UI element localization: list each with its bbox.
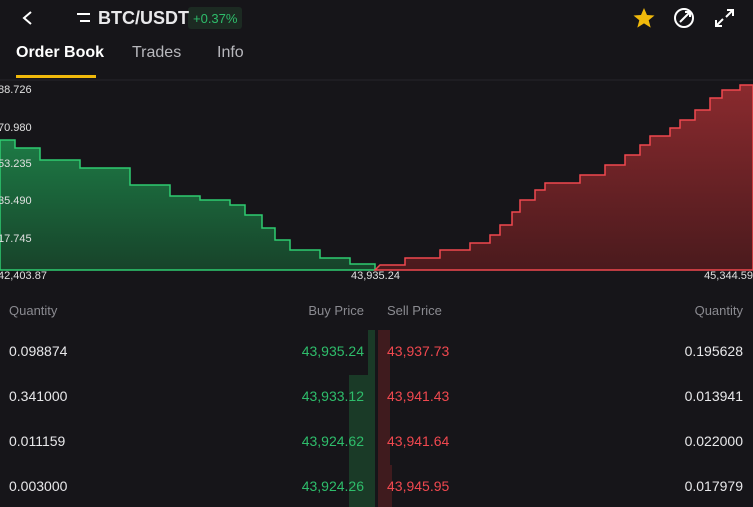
column-header: Quantity	[9, 303, 58, 318]
ask-depth-area	[373, 84, 753, 271]
order-cell: 43,941.64	[387, 433, 450, 449]
change-badge	[188, 7, 242, 29]
share-arrow	[679, 11, 691, 23]
tab[interactable]: Order Book	[16, 44, 105, 61]
column-header: Sell Price	[387, 303, 442, 318]
x-axis-label: 45,344.59	[704, 270, 753, 282]
y-axis-label: 88.726	[0, 84, 32, 96]
order-cell: 0.017979	[684, 478, 743, 494]
order-cell: 43,935.24	[301, 343, 364, 359]
bid-depth-area	[0, 139, 376, 271]
column-header: Buy Price	[308, 303, 364, 318]
order-cell: 0.013941	[684, 388, 743, 404]
order-cell: 0.011159	[9, 433, 66, 449]
bid-volume-bar	[349, 375, 375, 507]
menu-icon[interactable]	[77, 13, 90, 22]
x-axis-label: 43,935.24	[351, 270, 400, 282]
price-change: +0.37%	[193, 11, 238, 26]
y-axis-label: 70.980	[0, 122, 32, 134]
tab[interactable]: Info	[217, 44, 244, 61]
order-cell: 43,945.95	[387, 478, 450, 494]
y-axis-label: 53.235	[0, 158, 32, 170]
share-icon[interactable]	[674, 8, 694, 28]
active-tab-underline	[16, 75, 96, 78]
order-cell: 0.022000	[684, 433, 743, 449]
ask-volume-bar	[390, 465, 392, 507]
order-cell: 43,924.62	[301, 433, 364, 449]
order-cell: 0.098874	[9, 343, 68, 359]
order-cell: 0.341000	[9, 388, 68, 404]
order-cell: 43,941.43	[387, 388, 450, 404]
ask-volume-bar	[378, 330, 390, 507]
y-axis-label: 17.745	[0, 233, 32, 245]
order-cell: 43,937.73	[387, 343, 450, 359]
order-cell: 43,933.12	[301, 388, 364, 404]
order-cell: 0.003000	[9, 478, 68, 494]
tab[interactable]: Trades	[132, 44, 182, 61]
pair-name: BTC/USDT	[98, 8, 189, 28]
order-cell: 43,924.26	[301, 478, 364, 494]
column-header: Quantity	[694, 303, 743, 318]
fullscreen-icon[interactable]	[715, 9, 734, 27]
favorite-icon[interactable]	[633, 8, 655, 28]
x-axis-label: 42,403.87	[0, 270, 47, 282]
y-axis-label: 35.490	[0, 195, 32, 207]
back-icon[interactable]	[22, 11, 32, 25]
order-cell: 0.195628	[684, 343, 743, 359]
